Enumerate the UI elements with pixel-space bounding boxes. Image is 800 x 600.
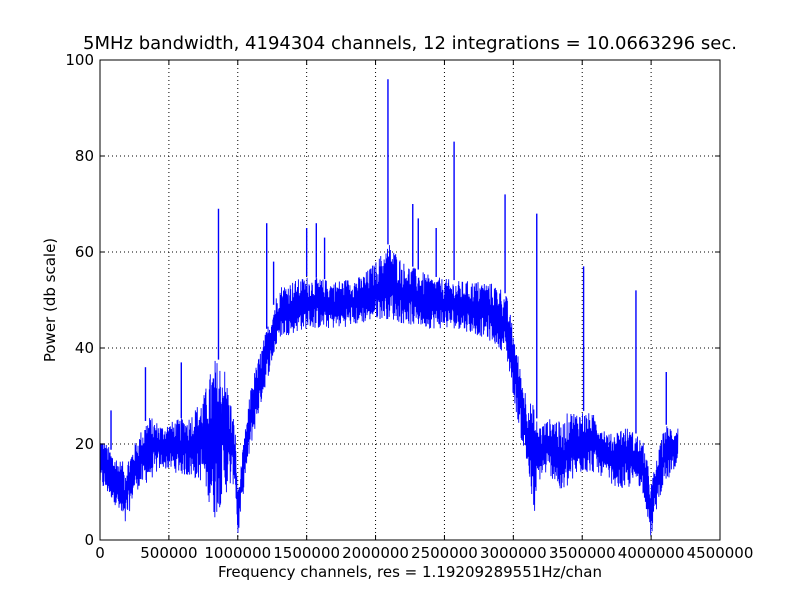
y-tick-label: 20 bbox=[75, 435, 94, 453]
series-line bbox=[99, 245, 679, 536]
chart-title: 5MHz bandwidth, 4194304 channels, 12 int… bbox=[83, 33, 737, 54]
y-axis-label: Power (db scale) bbox=[41, 238, 59, 362]
x-tick-label: 1500000 bbox=[273, 544, 340, 562]
y-tick-label: 100 bbox=[65, 51, 94, 69]
x-tick-label: 2500000 bbox=[411, 544, 478, 562]
x-tick-label: 1000000 bbox=[204, 544, 271, 562]
x-tick-label: 3000000 bbox=[480, 544, 547, 562]
spectrum-trace bbox=[99, 79, 679, 536]
x-tick-label: 4500000 bbox=[687, 544, 754, 562]
x-tick-label: 0 bbox=[95, 544, 105, 562]
y-tick-label: 60 bbox=[75, 243, 94, 261]
x-tick-label: 2000000 bbox=[342, 544, 409, 562]
y-axis-ticks: 0 20 40 60 80 100 bbox=[65, 51, 720, 549]
x-axis-label: Frequency channels, res = 1.19209289551H… bbox=[218, 563, 602, 581]
x-tick-label: 3500000 bbox=[549, 544, 616, 562]
plot-frame bbox=[99, 59, 721, 541]
x-tick-label: 500000 bbox=[140, 544, 197, 562]
x-axis-ticks: 0 500000 1000000 1500000 2000000 2500000 30000… bbox=[95, 60, 753, 562]
y-tick-label: 40 bbox=[75, 339, 94, 357]
x-tick-label: 4000000 bbox=[618, 544, 685, 562]
y-tick-label: 0 bbox=[84, 531, 94, 549]
y-tick-label: 80 bbox=[75, 147, 94, 165]
